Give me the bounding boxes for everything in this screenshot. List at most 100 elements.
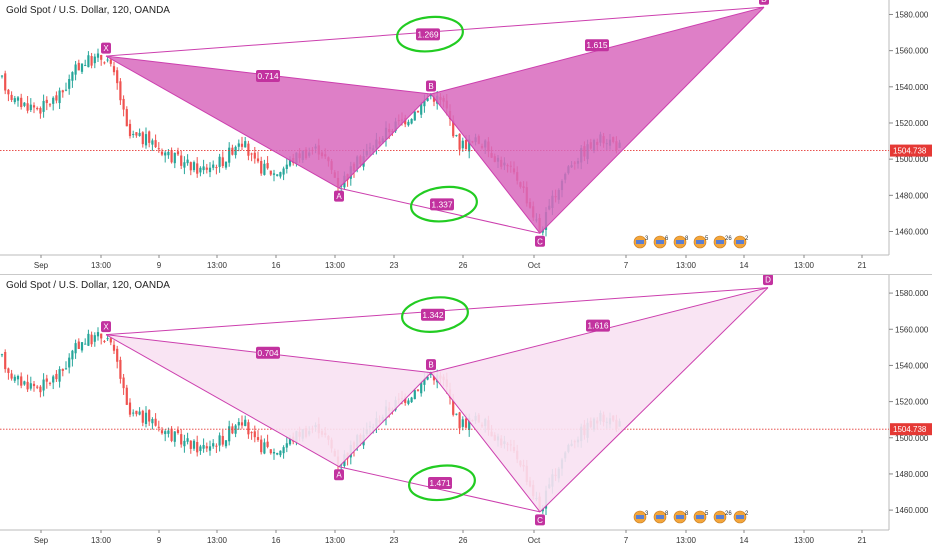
candle-body xyxy=(176,151,180,155)
candle-body xyxy=(183,440,186,447)
y-tick-label: 1520.000 xyxy=(895,119,929,128)
candle-body xyxy=(58,90,61,104)
pattern-point-marker-d xyxy=(763,275,773,286)
event-flag-stripe xyxy=(716,240,724,244)
current-price-badge-text: 1504.738 xyxy=(893,147,927,156)
pattern-point-marker-x xyxy=(101,42,111,54)
current-price-badge xyxy=(890,423,932,436)
candle-body xyxy=(167,151,170,156)
event-flag-stripe xyxy=(636,515,644,519)
pattern-triangle-bcd xyxy=(431,287,768,512)
x-tick-label: Oct xyxy=(528,536,541,545)
candle-body xyxy=(413,390,416,400)
pattern-point-label-c: C xyxy=(537,237,543,246)
x-tick-label: 21 xyxy=(858,536,867,545)
candle-body xyxy=(192,440,196,449)
x-tick-label: 9 xyxy=(157,261,162,270)
candle-body xyxy=(208,167,212,173)
y-tick-label: 1460.000 xyxy=(895,506,929,515)
candle-body xyxy=(106,59,109,61)
candle-body xyxy=(42,100,45,112)
pattern-point-marker-a xyxy=(334,469,344,481)
candle-body xyxy=(109,338,112,343)
pattern-leg-xa xyxy=(105,55,340,189)
x-tick-label: 16 xyxy=(272,261,281,270)
candle-body xyxy=(61,368,64,371)
candle-body xyxy=(4,73,7,91)
candle-body xyxy=(276,174,279,176)
x-tick-label: Sep xyxy=(34,261,49,270)
event-flag-stripe xyxy=(716,515,724,519)
pattern-triangle-xab xyxy=(106,334,431,467)
y-tick-label: 1560.000 xyxy=(895,325,929,334)
candle-body xyxy=(135,132,138,136)
candle-body xyxy=(189,440,192,449)
y-tick-label: 1480.000 xyxy=(895,191,929,200)
candle-body xyxy=(224,161,228,168)
candle-body xyxy=(29,104,32,111)
candle-body xyxy=(13,98,16,103)
candle-body xyxy=(416,389,420,391)
candle-body xyxy=(234,425,237,434)
candle-body xyxy=(468,139,471,152)
candle-body xyxy=(151,419,154,424)
candle-body xyxy=(410,118,413,124)
candle-body xyxy=(202,166,205,171)
current-price-badge xyxy=(890,144,932,157)
candle-body xyxy=(269,449,272,454)
candle-body xyxy=(455,135,458,137)
event-count: 6 xyxy=(665,236,669,242)
x-tick-label: 9 xyxy=(157,536,162,545)
candle-body xyxy=(29,383,32,389)
pattern-point-label-c: C xyxy=(537,516,543,525)
pattern-leg-xa xyxy=(105,334,340,468)
candle-body xyxy=(247,422,250,435)
candle-body xyxy=(84,65,87,67)
candle-body xyxy=(48,104,52,106)
candle-body xyxy=(186,438,189,442)
candle-body xyxy=(122,98,125,110)
panel-divider xyxy=(0,274,932,275)
candle-body xyxy=(452,399,455,415)
candle-body xyxy=(45,378,48,382)
candle-body xyxy=(429,373,432,375)
x-tick-label: 13:00 xyxy=(794,261,815,270)
y-tick-label: 1560.000 xyxy=(895,47,929,56)
candle-body xyxy=(189,162,192,171)
ratio-badge xyxy=(421,308,445,321)
ratio-badge xyxy=(256,69,280,82)
pattern-leg-cd xyxy=(539,287,769,513)
candle-body xyxy=(260,439,263,453)
candle-body xyxy=(256,437,260,440)
pattern-point-marker-a xyxy=(334,190,344,202)
pattern-leg-ab xyxy=(338,372,432,468)
candle-body xyxy=(260,160,263,174)
candle-body xyxy=(7,368,10,373)
candle-body xyxy=(199,446,202,452)
event-flag-stripe xyxy=(696,515,704,519)
candle-body xyxy=(237,143,240,147)
ratio-badge xyxy=(416,28,440,41)
candle-body xyxy=(420,103,423,115)
candle-body xyxy=(452,120,455,137)
candle-body xyxy=(106,338,109,340)
candle-body xyxy=(234,146,237,156)
candle-body xyxy=(39,108,42,114)
candle-body xyxy=(138,132,141,136)
candle-body xyxy=(0,354,4,356)
event-flag-stripe xyxy=(636,240,644,244)
pattern-leg-bc xyxy=(430,372,541,513)
candle-body xyxy=(100,333,103,339)
candle-body xyxy=(186,159,189,164)
y-tick-label: 1580.000 xyxy=(895,10,929,19)
candle-body xyxy=(64,368,68,370)
candle-body xyxy=(157,426,160,428)
candle-body xyxy=(464,418,468,428)
candle-body xyxy=(87,333,90,346)
pattern-point-marker-b xyxy=(426,80,436,92)
candle-body xyxy=(93,335,96,342)
event-count: 5 xyxy=(705,511,709,517)
candle-body xyxy=(247,143,250,156)
pattern-line-ac xyxy=(338,466,541,513)
pattern-point-label-x: X xyxy=(103,323,109,332)
